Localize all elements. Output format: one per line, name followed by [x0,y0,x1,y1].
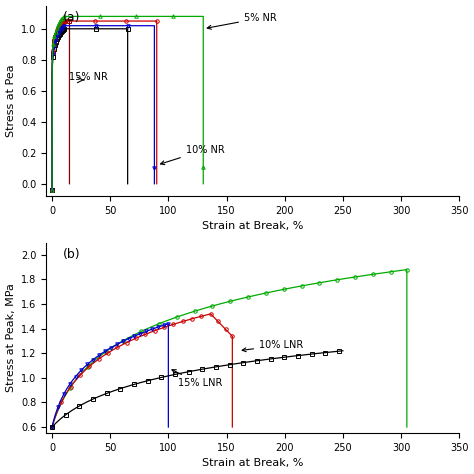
Text: 15% NR: 15% NR [70,72,109,82]
Text: 5% NR: 5% NR [207,13,277,29]
Text: 10% LNR: 10% LNR [242,340,303,352]
Y-axis label: Stress at Pea: Stress at Pea [6,64,16,137]
X-axis label: Strain at Break, %: Strain at Break, % [202,458,303,468]
Text: (b): (b) [63,248,81,261]
Text: 15% LNR: 15% LNR [172,370,222,388]
Y-axis label: Stress at Peak, MPa: Stress at Peak, MPa [6,283,16,392]
Text: 10% NR: 10% NR [161,145,225,164]
Text: (a): (a) [63,11,80,24]
X-axis label: Strain at Break, %: Strain at Break, % [202,221,303,231]
